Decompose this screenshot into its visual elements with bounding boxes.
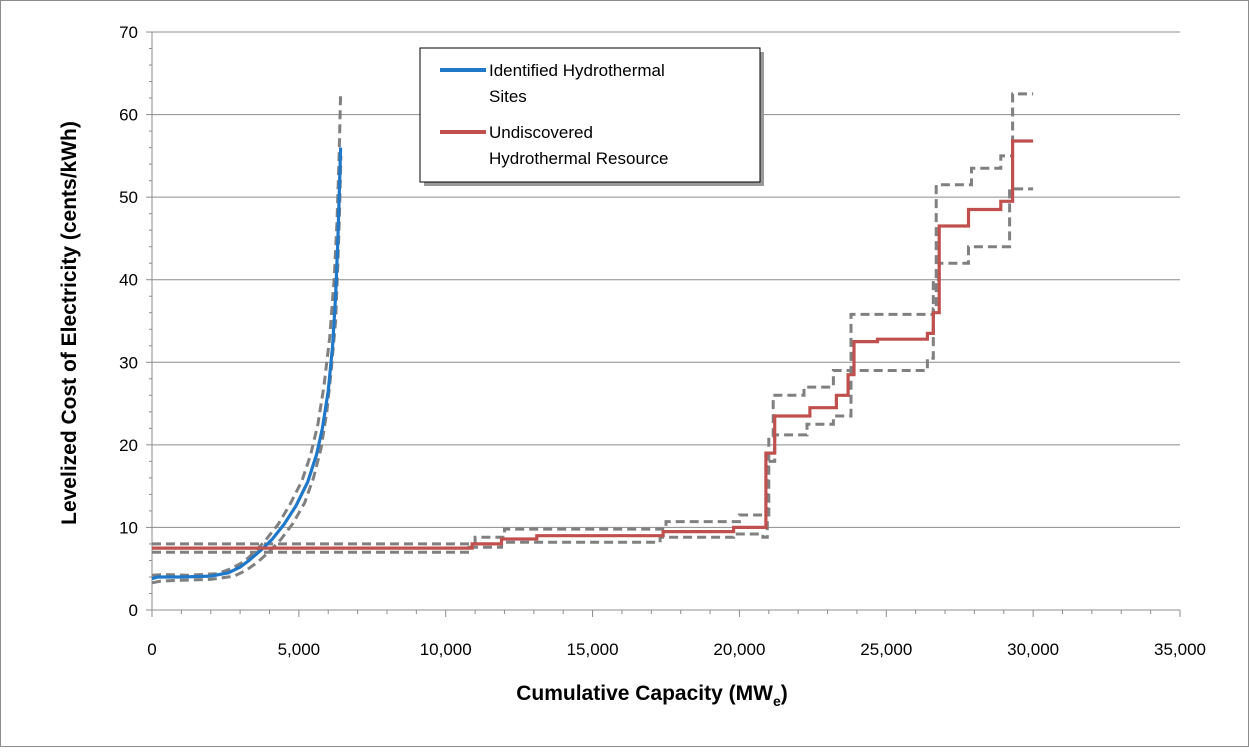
legend: Identified Hydrothermal Sites Undiscovered… xyxy=(419,47,764,186)
y-tick-label: 30 xyxy=(119,353,138,372)
x-axis-title-subscript: e xyxy=(773,693,781,709)
axes xyxy=(146,31,1181,617)
x-tick-label: 10,000 xyxy=(420,640,472,659)
series-line-main xyxy=(152,139,1034,550)
y-tick-label: 0 xyxy=(129,601,138,620)
series xyxy=(151,92,1034,585)
x-tick-label: 5,000 xyxy=(278,640,321,659)
tick-labels: 0 10 20 30 40 50 60 70 0 5,000 10,000 15,000 20,000 2… xyxy=(119,23,1206,659)
legend-label: Sites xyxy=(489,87,527,106)
legend-label: Hydrothermal Resource xyxy=(489,149,669,168)
x-tick-label: 30,000 xyxy=(1007,640,1059,659)
legend-label: Identified Hydrothermal xyxy=(489,61,665,80)
y-tick-label: 40 xyxy=(119,271,138,290)
y-tick-label: 20 xyxy=(119,436,138,455)
x-tick-label: 35,000 xyxy=(1154,640,1206,659)
x-axis-title: Cumulative Capacity (MWe) xyxy=(516,682,788,709)
y-tick-label: 10 xyxy=(119,518,138,537)
x-tick-label: 20,000 xyxy=(713,640,765,659)
legend-label: Undiscovered xyxy=(489,123,593,142)
x-tick-label: 0 xyxy=(147,640,156,659)
series-line-main xyxy=(151,147,343,581)
y-tick-label: 60 xyxy=(119,106,138,125)
y-tick-label: 50 xyxy=(119,188,138,207)
y-axis-title: Levelized Cost of Electricity (cents/kWh… xyxy=(58,121,81,525)
x-axis-title-suffix: ) xyxy=(781,682,788,705)
y-tick-label: 70 xyxy=(119,23,138,42)
x-tick-label: 15,000 xyxy=(567,640,619,659)
x-tick-label: 25,000 xyxy=(860,640,912,659)
